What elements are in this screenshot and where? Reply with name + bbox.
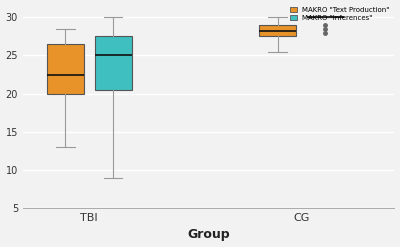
PathPatch shape (94, 36, 132, 90)
Legend: MAKRO "Text Production", MAKRO "Inferences": MAKRO "Text Production", MAKRO "Inferenc… (289, 5, 391, 22)
PathPatch shape (47, 44, 84, 94)
X-axis label: Group: Group (187, 228, 230, 242)
PathPatch shape (259, 25, 296, 36)
